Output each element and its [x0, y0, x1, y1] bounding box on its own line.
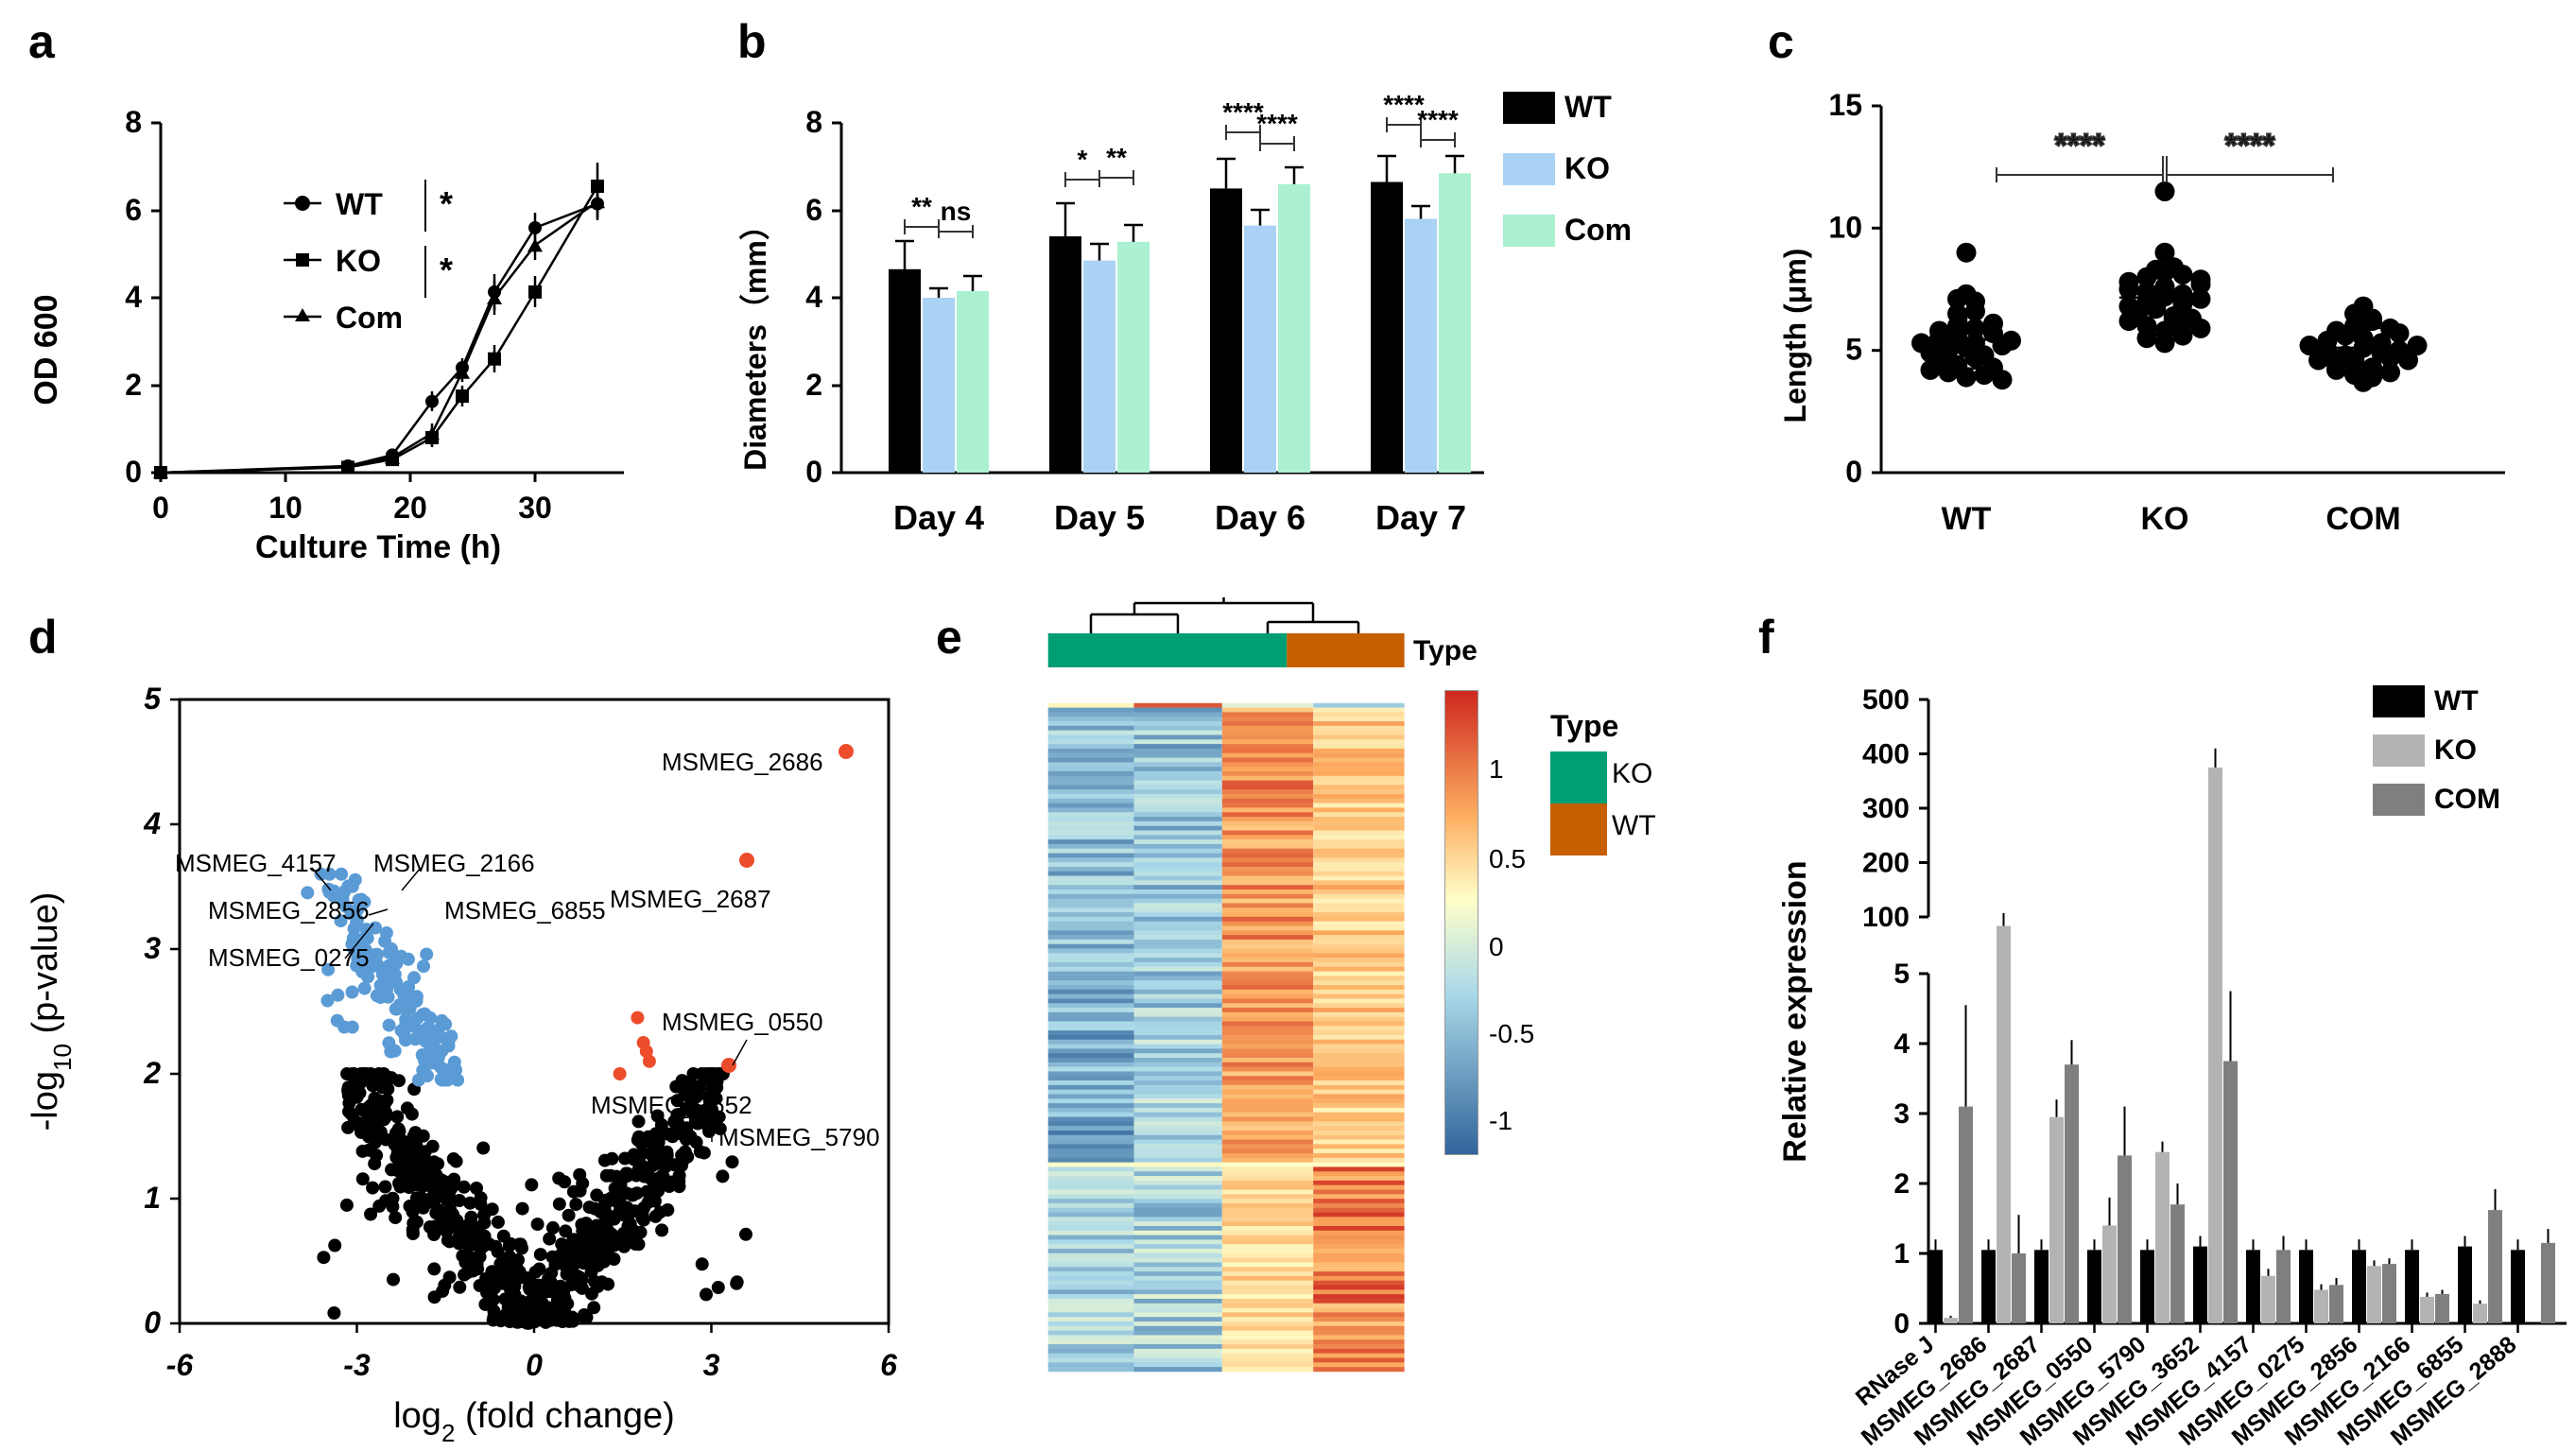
svg-text:3: 3 — [703, 1348, 720, 1382]
svg-text:20: 20 — [393, 491, 427, 525]
svg-text:100: 100 — [1862, 902, 1910, 933]
svg-text:MSMEG_3652: MSMEG_3652 — [591, 1091, 752, 1119]
svg-text:300: 300 — [1862, 793, 1910, 824]
svg-text:WT: WT — [1942, 501, 1992, 537]
svg-text:****: **** — [1256, 109, 1298, 138]
svg-text:****: **** — [2055, 128, 2106, 164]
svg-text:Relative expression: Relative expression — [1777, 860, 1813, 1162]
svg-text:4: 4 — [143, 806, 161, 840]
svg-text:COM: COM — [2325, 501, 2400, 537]
svg-text:log2 (fold change): log2 (fold change) — [393, 1396, 675, 1446]
svg-text:KO: KO — [336, 244, 381, 278]
svg-text:*: * — [440, 250, 453, 289]
svg-text:6: 6 — [880, 1348, 897, 1382]
svg-text:Day 5: Day 5 — [1054, 498, 1145, 537]
svg-text:10: 10 — [1828, 210, 1862, 244]
svg-text:30: 30 — [518, 491, 552, 525]
svg-text:-log10 (p-value): -log10 (p-value) — [26, 892, 77, 1131]
svg-text:-3: -3 — [343, 1348, 371, 1382]
svg-text:0: 0 — [152, 491, 169, 525]
svg-text:0: 0 — [526, 1348, 543, 1382]
svg-text:ns: ns — [941, 197, 972, 226]
svg-text:4: 4 — [1893, 1028, 1910, 1060]
svg-text:2: 2 — [805, 368, 822, 402]
svg-text:**: ** — [1106, 143, 1127, 172]
svg-text:WT: WT — [336, 187, 383, 221]
svg-text:2: 2 — [143, 1056, 161, 1090]
svg-text:MSMEG_2856: MSMEG_2856 — [208, 896, 370, 924]
svg-text:0: 0 — [144, 1305, 161, 1339]
svg-text:5: 5 — [144, 682, 162, 716]
svg-text:MSMEG_2687: MSMEG_2687 — [610, 885, 771, 913]
svg-text:Culture Time (h): Culture Time (h) — [255, 529, 501, 565]
svg-text:0: 0 — [1845, 455, 1862, 489]
svg-text:500: 500 — [1862, 684, 1910, 716]
svg-text:1: 1 — [1893, 1238, 1910, 1270]
svg-text:****: **** — [1417, 105, 1459, 134]
svg-text:Type: Type — [1413, 635, 1478, 666]
svg-text:KO: KO — [2141, 501, 2189, 537]
svg-text:Day 4: Day 4 — [893, 498, 984, 537]
svg-text:Day 6: Day 6 — [1215, 498, 1305, 537]
svg-text:Day 7: Day 7 — [1375, 498, 1466, 537]
svg-text:0: 0 — [1893, 1308, 1910, 1339]
svg-text:6: 6 — [805, 193, 822, 227]
svg-text:15: 15 — [1828, 88, 1862, 122]
svg-text:-6: -6 — [166, 1348, 194, 1382]
svg-text:2: 2 — [1893, 1168, 1910, 1200]
svg-text:1: 1 — [144, 1181, 161, 1215]
svg-text:10: 10 — [268, 491, 303, 525]
svg-text:MSMEG_6855: MSMEG_6855 — [444, 896, 606, 924]
svg-text:6: 6 — [125, 193, 142, 227]
svg-text:400: 400 — [1862, 739, 1910, 770]
svg-text:MSMEG_2686: MSMEG_2686 — [662, 748, 823, 776]
svg-text:MSMEG_0550: MSMEG_0550 — [662, 1008, 823, 1036]
svg-text:8: 8 — [125, 105, 142, 139]
svg-text:MSMEG_2166: MSMEG_2166 — [373, 849, 535, 877]
svg-text:0: 0 — [805, 455, 822, 489]
svg-text:4: 4 — [805, 280, 822, 314]
svg-text:2: 2 — [125, 368, 142, 402]
svg-text:*: * — [1078, 145, 1088, 174]
svg-text:8: 8 — [805, 105, 822, 139]
svg-text:MSMEG_5790: MSMEG_5790 — [718, 1123, 880, 1151]
svg-text:3: 3 — [1893, 1098, 1910, 1130]
svg-text:****: **** — [2225, 128, 2276, 164]
svg-text:Diameters（mm）: Diameters（mm） — [738, 210, 772, 471]
svg-text:*: * — [440, 184, 453, 223]
svg-text:200: 200 — [1862, 848, 1910, 879]
svg-text:3: 3 — [144, 931, 161, 965]
svg-text:5: 5 — [1893, 959, 1910, 990]
svg-text:0: 0 — [125, 455, 142, 489]
svg-text:Com: Com — [336, 301, 403, 335]
svg-text:Length (μm): Length (μm) — [1778, 249, 1812, 423]
svg-text:5: 5 — [1845, 333, 1862, 367]
svg-text:MSMEG_4157: MSMEG_4157 — [175, 849, 337, 877]
svg-text:4: 4 — [125, 280, 142, 314]
svg-text:**: ** — [911, 192, 932, 221]
svg-text:OD 600: OD 600 — [28, 294, 64, 405]
